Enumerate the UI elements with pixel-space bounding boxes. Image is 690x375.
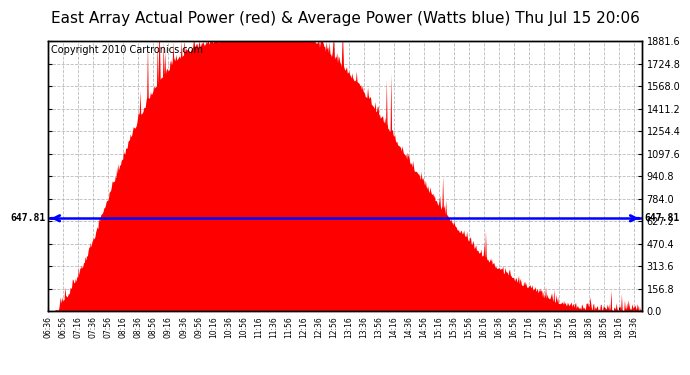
Text: 647.81: 647.81: [10, 213, 46, 223]
Text: East Array Actual Power (red) & Average Power (Watts blue) Thu Jul 15 20:06: East Array Actual Power (red) & Average …: [50, 11, 640, 26]
Text: Copyright 2010 Cartronics.com: Copyright 2010 Cartronics.com: [51, 45, 204, 55]
Text: 647.81: 647.81: [644, 213, 680, 223]
